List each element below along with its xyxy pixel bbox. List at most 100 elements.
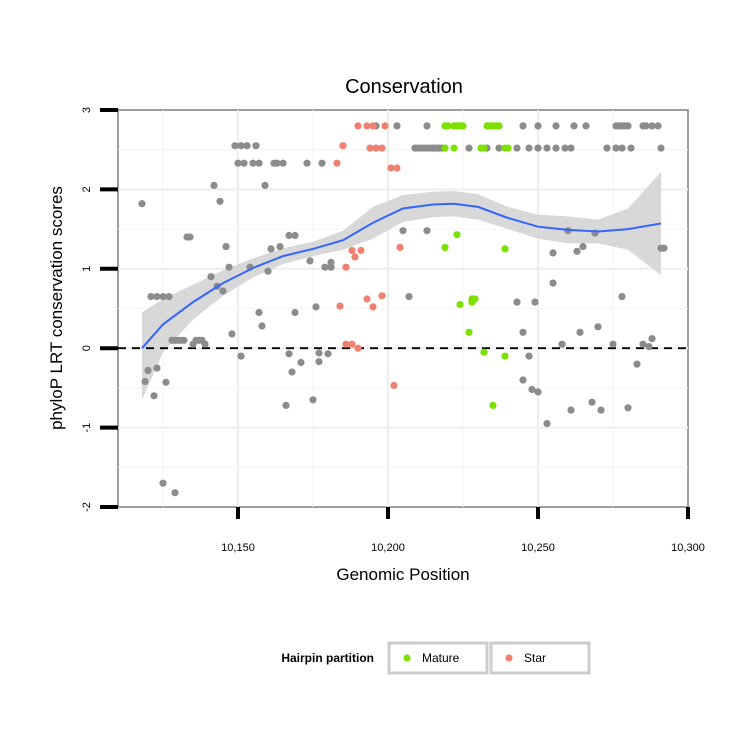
other-point xyxy=(312,303,320,311)
legend-key-mature xyxy=(403,654,411,662)
other-point xyxy=(288,368,296,376)
other-point xyxy=(558,340,566,348)
star-point xyxy=(342,263,350,271)
other-point xyxy=(315,349,323,357)
other-point xyxy=(645,343,653,351)
other-point xyxy=(657,144,665,152)
other-point xyxy=(624,404,632,412)
other-point xyxy=(579,243,587,251)
other-point xyxy=(159,479,167,487)
mature-point xyxy=(444,122,452,130)
other-point xyxy=(153,364,161,372)
mature-point xyxy=(453,231,461,239)
other-point xyxy=(531,298,539,306)
other-point xyxy=(570,122,578,130)
x-tick-label: 10,250 xyxy=(521,542,555,554)
other-point xyxy=(165,293,173,301)
x-tick-label: 10,150 xyxy=(221,542,255,554)
other-point xyxy=(279,159,287,167)
confidence-band xyxy=(142,171,661,400)
star-point xyxy=(378,292,386,300)
other-point xyxy=(543,144,551,152)
legend-title: Hairpin partition xyxy=(281,651,374,665)
other-point xyxy=(150,392,158,400)
other-point xyxy=(306,257,314,265)
other-point xyxy=(597,406,605,414)
star-point xyxy=(390,381,398,390)
other-point xyxy=(495,144,503,152)
star-point xyxy=(348,340,356,348)
other-point xyxy=(228,330,236,338)
mature-point xyxy=(459,122,467,130)
mature-point xyxy=(468,295,476,303)
other-point xyxy=(582,122,590,130)
other-point xyxy=(138,200,146,208)
smooth-trend-line xyxy=(141,202,662,349)
other-point xyxy=(231,142,239,150)
other-point xyxy=(552,122,560,130)
other-point xyxy=(549,279,557,287)
other-point xyxy=(519,122,527,130)
star-point xyxy=(354,344,362,352)
y-axis-title: phyloP LRT conservation scores xyxy=(47,186,66,430)
other-point xyxy=(258,322,266,330)
other-point xyxy=(465,144,473,152)
star-point xyxy=(348,246,356,255)
star-point xyxy=(366,144,374,152)
other-point xyxy=(573,247,581,255)
other-point xyxy=(252,142,260,150)
other-point xyxy=(282,401,290,409)
other-point xyxy=(528,385,536,394)
y-tick-label: 1 xyxy=(81,266,93,272)
mature-point xyxy=(495,122,503,130)
star-point xyxy=(369,122,377,130)
other-point xyxy=(588,398,596,406)
other-point xyxy=(159,293,167,301)
other-point xyxy=(171,489,179,497)
other-point xyxy=(549,249,557,257)
y-tick-label: 3 xyxy=(81,107,93,113)
star-point xyxy=(357,246,365,255)
mature-point xyxy=(489,401,497,409)
star-point xyxy=(369,303,377,311)
other-point xyxy=(147,293,155,301)
star-point xyxy=(396,243,404,251)
legend-key-box xyxy=(489,641,591,675)
other-point xyxy=(627,144,635,152)
other-point xyxy=(327,263,335,271)
other-point xyxy=(576,328,584,336)
y-tick-label: 2 xyxy=(81,186,93,192)
other-point xyxy=(399,227,407,235)
other-point xyxy=(654,122,662,130)
mature-point xyxy=(450,144,458,152)
other-point xyxy=(237,352,245,360)
other-point xyxy=(633,360,641,368)
other-point xyxy=(393,122,401,130)
other-point xyxy=(201,340,209,348)
other-point xyxy=(243,142,251,150)
other-point xyxy=(534,144,542,152)
legend-key-star xyxy=(505,654,513,662)
other-point xyxy=(543,420,551,428)
mature-point xyxy=(504,144,512,152)
other-point xyxy=(423,122,431,130)
other-point xyxy=(519,328,527,336)
other-point xyxy=(660,244,668,252)
star-point xyxy=(339,142,347,150)
other-point xyxy=(642,122,650,130)
other-point xyxy=(273,159,281,167)
mature-point xyxy=(441,243,449,251)
other-point xyxy=(162,378,170,386)
x-tick-label: 10,300 xyxy=(671,542,705,554)
other-point xyxy=(210,181,218,189)
other-point xyxy=(618,293,626,301)
other-point xyxy=(225,263,233,271)
other-point xyxy=(567,144,575,152)
other-point xyxy=(609,340,617,348)
other-point xyxy=(297,358,305,367)
other-point xyxy=(315,358,323,366)
other-point xyxy=(180,336,188,344)
star-point xyxy=(378,144,386,152)
other-point xyxy=(594,323,602,331)
